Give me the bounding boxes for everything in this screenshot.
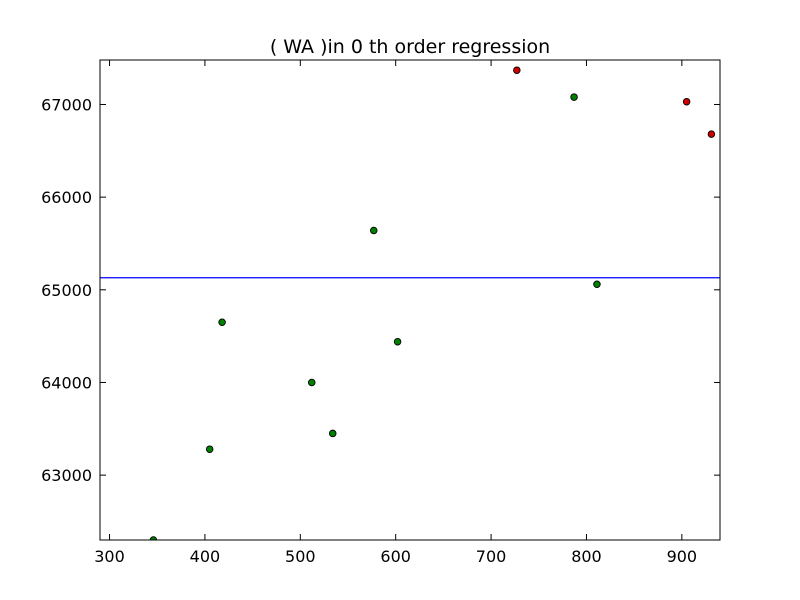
plot-area [100,60,720,540]
x-tick-label: 600 [380,547,411,566]
y-tick-label: 65000 [41,281,92,300]
data-point [707,130,716,138]
data-point [682,97,691,106]
x-tick-label: 300 [94,547,125,566]
chart-axes: 300 400 500 600 700 800 900 63000 64000 65000 6600… [41,60,720,566]
plot-frame [99,59,721,541]
x-tick-label: 500 [285,547,316,566]
data-point [308,378,316,387]
data-point [370,226,378,235]
data-point [149,536,158,540]
data-point [570,93,578,101]
y-tick-label: 66000 [41,188,92,207]
y-tick-label: 67000 [41,95,92,114]
x-tick-label: 400 [190,547,221,566]
x-tick-label: 900 [667,547,698,566]
data-point [593,280,601,288]
data-point [218,318,226,326]
x-tick-label: 700 [476,547,507,566]
y-tick-label: 64000 [41,373,92,392]
chart-marks [100,66,720,540]
chart-title: ( WA )in 0 th order regression [270,36,550,58]
x-tick-label: 800 [571,547,602,566]
data-point [328,429,337,438]
data-point [205,445,214,453]
data-point [513,66,521,74]
data-point [393,337,402,346]
y-tick-label: 63000 [41,466,92,485]
